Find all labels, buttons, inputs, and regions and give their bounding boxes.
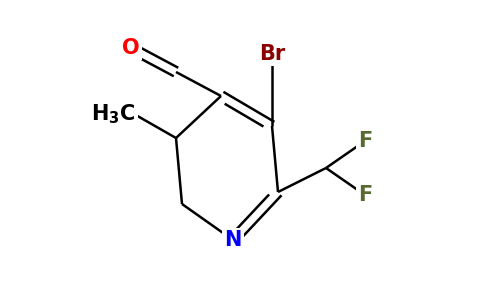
Text: F: F (358, 185, 372, 205)
Text: F: F (358, 131, 372, 151)
Text: $\mathregular{H_3C}$: $\mathregular{H_3C}$ (91, 102, 136, 126)
Text: Br: Br (259, 44, 285, 64)
Text: N: N (224, 230, 242, 250)
Text: O: O (122, 38, 140, 58)
